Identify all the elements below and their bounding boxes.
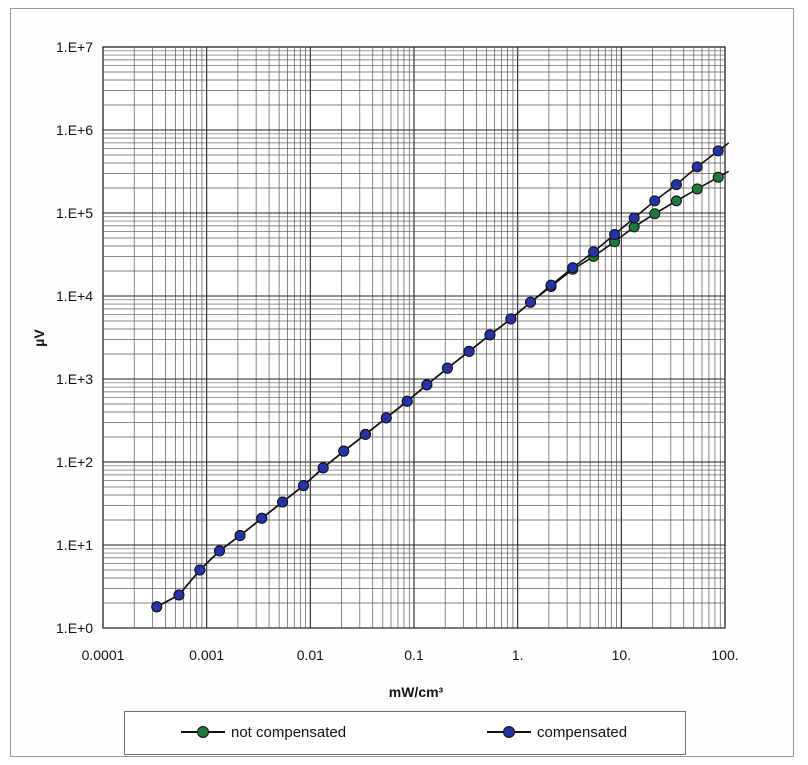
- data-point-not-compensated: [649, 208, 661, 220]
- data-point-compensated: [380, 412, 392, 424]
- data-point-compensated: [194, 564, 206, 576]
- tick-layer: 1.E+0 1.E+1 1.E+2 1.E+3 1.E+4 1.E+5 1.E+6 1.E+7…: [56, 39, 739, 663]
- data-point-compensated: [545, 279, 557, 291]
- legend-swatch-not-compensated: [181, 722, 225, 742]
- data-point-not-compensated: [691, 183, 703, 195]
- y-tick-label: 1.E+7: [56, 39, 93, 55]
- y-tick-label: 1.E+5: [56, 205, 93, 221]
- legend-swatch-compensated: [487, 722, 531, 742]
- data-point-compensated: [609, 229, 621, 241]
- data-point-compensated: [214, 545, 226, 557]
- data-point-compensated: [588, 246, 600, 258]
- data-point-compensated: [649, 195, 661, 207]
- data-point-compensated: [173, 589, 185, 601]
- data-point-compensated: [567, 262, 579, 274]
- data-point-compensated: [484, 329, 496, 341]
- data-point-compensated: [421, 379, 433, 391]
- legend: not compensated compensated: [124, 711, 686, 755]
- y-tick-label: 1.E+3: [56, 371, 93, 387]
- x-tick-label: 0.1: [404, 647, 424, 663]
- data-point-compensated: [338, 445, 350, 457]
- data-point-compensated: [441, 362, 453, 374]
- y-tick-label: 1.E+4: [56, 288, 93, 304]
- y-tick-label: 1.E+6: [56, 122, 93, 138]
- data-point-compensated: [628, 212, 640, 224]
- data-point-compensated: [256, 512, 268, 524]
- y-tick-label: 1.E+0: [56, 620, 93, 636]
- y-axis-title: µV: [31, 329, 47, 347]
- y-tick-label: 1.E+1: [56, 537, 93, 553]
- grid-layer: [102, 46, 726, 629]
- y-tick-label: 1.E+2: [56, 454, 93, 470]
- data-point-compensated: [712, 145, 724, 157]
- x-axis-title: mW/cm³: [389, 684, 444, 700]
- x-tick-label: 100.: [711, 647, 738, 663]
- data-point-not-compensated: [670, 195, 682, 207]
- data-point-compensated: [691, 161, 703, 173]
- legend-item-compensated: compensated: [487, 722, 627, 742]
- data-point-compensated: [317, 462, 329, 474]
- data-point-compensated: [401, 395, 413, 407]
- legend-label-not-compensated: not compensated: [231, 723, 347, 741]
- data-point-compensated: [234, 530, 246, 542]
- legend-label-compensated: compensated: [537, 723, 628, 741]
- data-point-compensated: [525, 296, 537, 308]
- x-tick-label: 0.0001: [82, 647, 125, 663]
- x-tick-label: 0.001: [189, 647, 224, 663]
- data-point-compensated: [463, 345, 475, 357]
- legend-item-not-compensated: not compensated: [181, 722, 346, 742]
- x-tick-label: 0.01: [297, 647, 324, 663]
- data-point-compensated: [277, 496, 289, 508]
- series-layer: [151, 142, 730, 613]
- data-point-compensated: [151, 601, 163, 613]
- x-tick-label: 10.: [612, 647, 631, 663]
- data-point-compensated: [359, 428, 371, 440]
- data-point-compensated: [505, 313, 517, 325]
- data-point-not-compensated: [712, 171, 724, 183]
- data-point-compensated: [298, 480, 310, 492]
- x-tick-label: 1.: [512, 647, 524, 663]
- data-point-compensated: [670, 179, 682, 191]
